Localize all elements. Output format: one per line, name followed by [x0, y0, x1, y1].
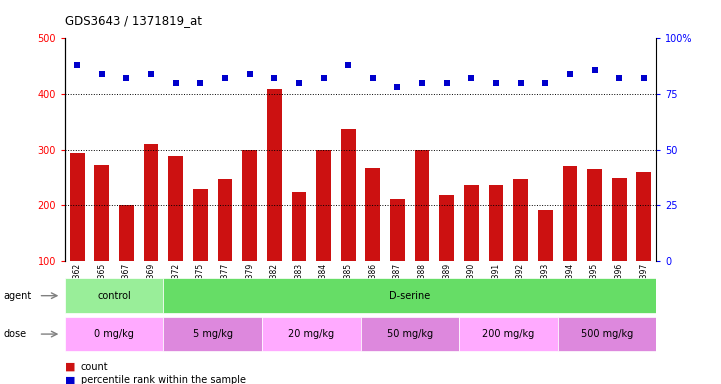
Point — [195, 80, 206, 86]
Point — [342, 62, 354, 68]
Point — [318, 75, 329, 81]
Bar — [143, 144, 159, 261]
Point — [490, 80, 502, 86]
Bar — [557, 317, 656, 351]
Bar — [94, 166, 109, 261]
Bar — [291, 192, 306, 261]
Bar — [262, 317, 360, 351]
Bar — [169, 156, 183, 261]
Bar — [164, 317, 262, 351]
Text: 500 mg/kg: 500 mg/kg — [580, 329, 633, 339]
Bar — [366, 167, 380, 261]
Point — [71, 62, 83, 68]
Text: count: count — [81, 362, 108, 372]
Bar — [218, 179, 232, 261]
Bar — [464, 185, 479, 261]
Point — [638, 75, 650, 81]
Bar — [242, 150, 257, 261]
Point — [367, 75, 379, 81]
Point — [416, 80, 428, 86]
Text: D-serine: D-serine — [389, 291, 430, 301]
Bar — [193, 189, 208, 261]
Point — [96, 71, 107, 77]
Text: GDS3643 / 1371819_at: GDS3643 / 1371819_at — [65, 14, 202, 27]
Bar — [65, 317, 164, 351]
Bar — [164, 278, 656, 313]
Text: 200 mg/kg: 200 mg/kg — [482, 329, 534, 339]
Point — [392, 84, 403, 91]
Text: ■: ■ — [65, 362, 76, 372]
Bar — [513, 179, 528, 261]
Point — [146, 71, 157, 77]
Bar — [611, 178, 627, 261]
Bar — [538, 210, 553, 261]
Point — [441, 80, 453, 86]
Bar — [587, 169, 602, 261]
Text: 0 mg/kg: 0 mg/kg — [94, 329, 134, 339]
Text: ■: ■ — [65, 375, 76, 384]
Bar — [562, 167, 578, 261]
Bar — [267, 89, 282, 261]
Point — [539, 80, 551, 86]
Bar — [415, 150, 430, 261]
Bar — [390, 199, 405, 261]
Point — [589, 66, 601, 73]
Text: dose: dose — [4, 329, 27, 339]
Bar — [439, 195, 454, 261]
Point — [466, 75, 477, 81]
Text: 5 mg/kg: 5 mg/kg — [193, 329, 233, 339]
Bar — [119, 205, 134, 261]
Text: 20 mg/kg: 20 mg/kg — [288, 329, 335, 339]
Bar — [70, 152, 84, 261]
Bar — [316, 150, 331, 261]
Text: 50 mg/kg: 50 mg/kg — [386, 329, 433, 339]
Point — [515, 80, 526, 86]
Bar — [341, 129, 355, 261]
Point — [293, 80, 305, 86]
Bar — [459, 317, 557, 351]
Point — [614, 75, 625, 81]
Bar — [489, 185, 503, 261]
Point — [564, 71, 575, 77]
Text: control: control — [97, 291, 131, 301]
Point — [219, 75, 231, 81]
Point — [120, 75, 132, 81]
Bar — [65, 278, 164, 313]
Point — [170, 80, 182, 86]
Text: percentile rank within the sample: percentile rank within the sample — [81, 375, 246, 384]
Text: agent: agent — [4, 291, 32, 301]
Point — [268, 75, 280, 81]
Bar — [637, 172, 651, 261]
Bar — [360, 317, 459, 351]
Point — [244, 71, 255, 77]
